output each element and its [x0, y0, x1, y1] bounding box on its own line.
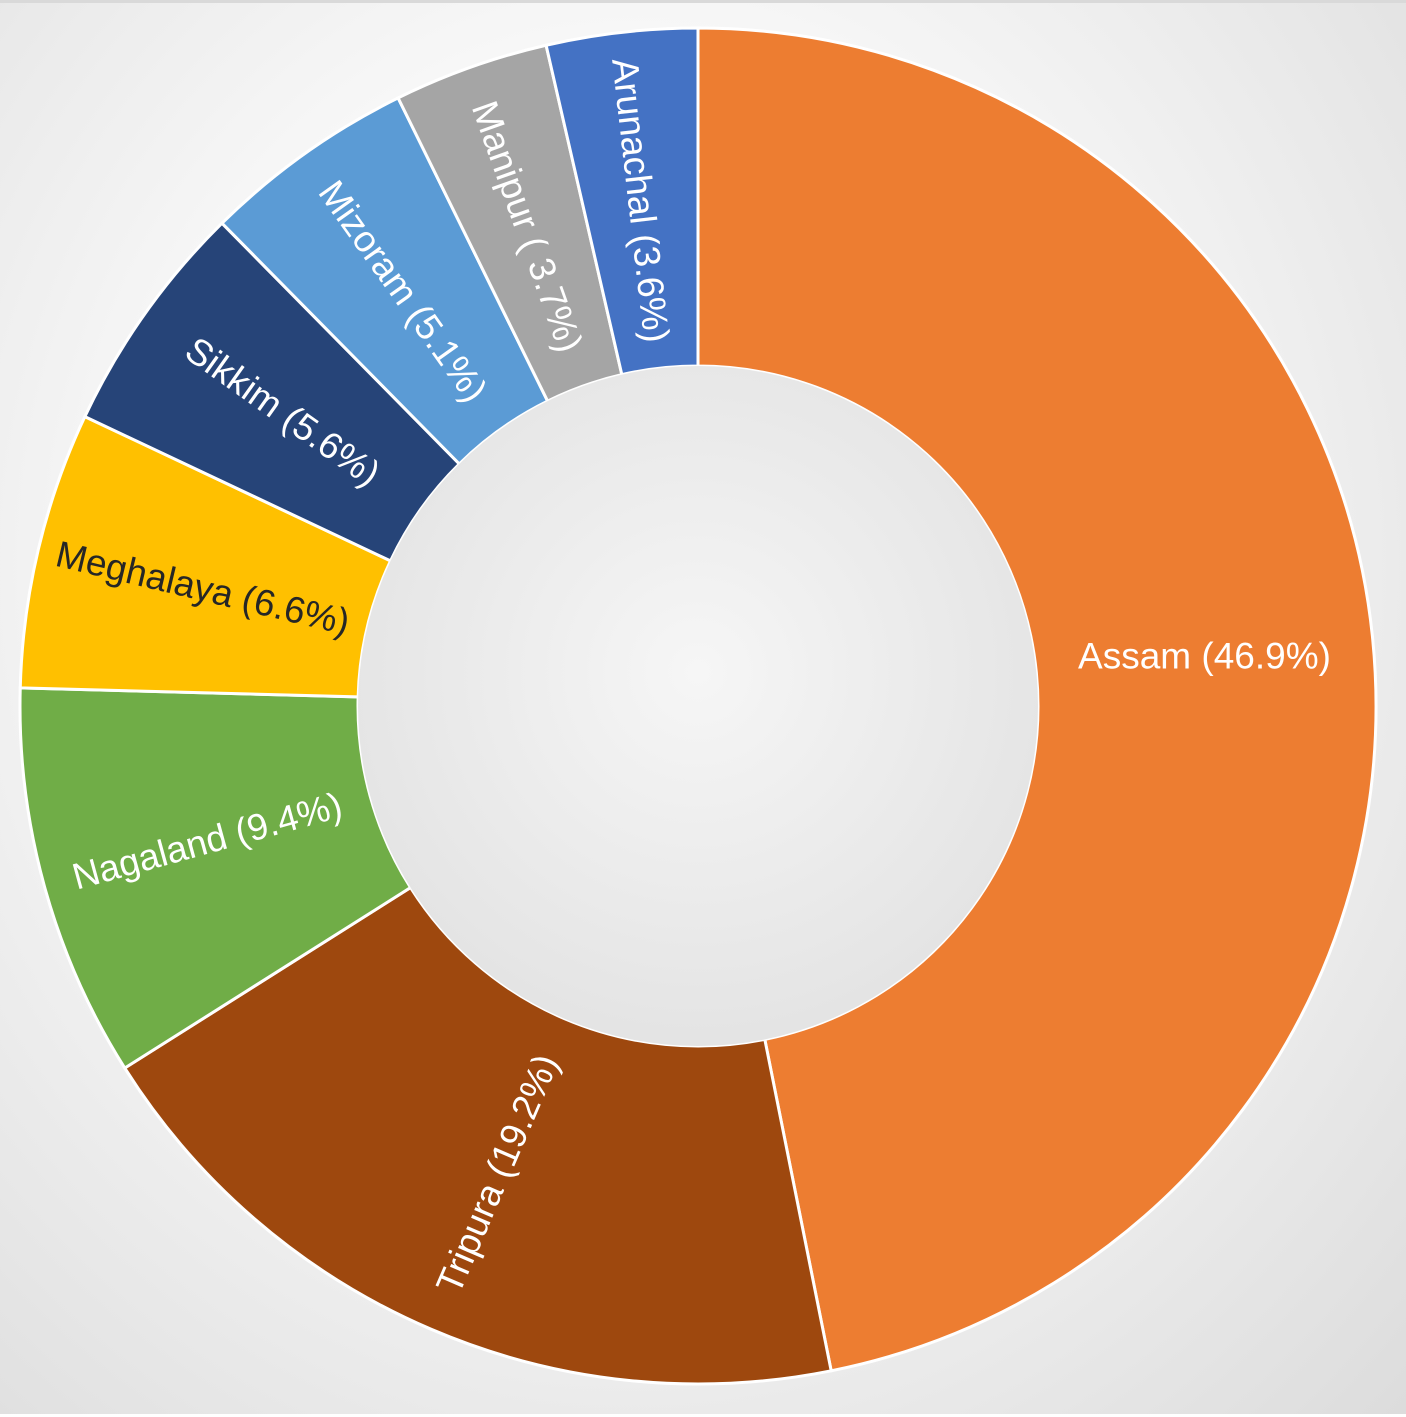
donut-hole	[358, 366, 1038, 1046]
slice-label-assam: Assam (46.9%)	[1078, 635, 1331, 676]
slices-layer	[18, 26, 1378, 1386]
donut-chart: Assam (46.9%)Tripura (19.2%)Nagaland (9.…	[18, 26, 1378, 1386]
